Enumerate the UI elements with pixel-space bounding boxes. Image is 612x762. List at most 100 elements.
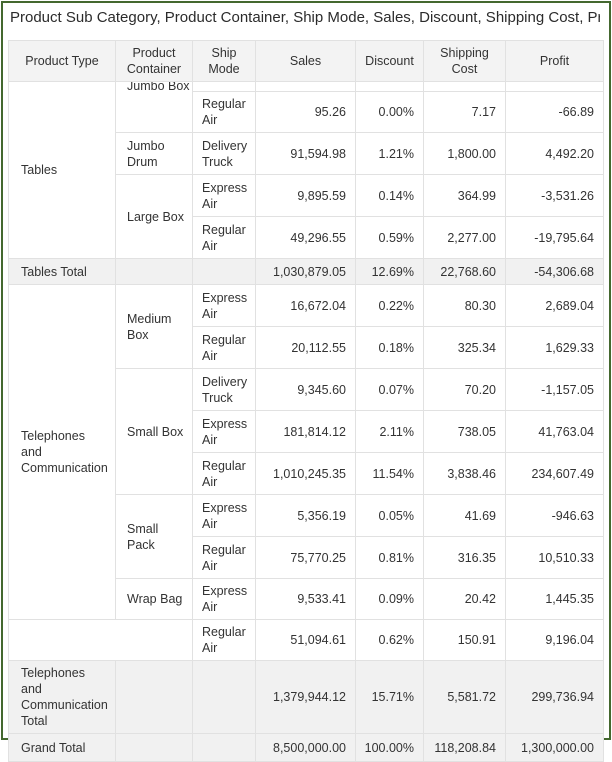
cell-discount[interactable]: 100.00%	[355, 733, 424, 762]
cell-discount[interactable]: 11.54%	[355, 452, 424, 495]
cell-ship-mode[interactable]: Regular Air	[192, 452, 256, 495]
cell-container[interactable]: Small Box	[115, 368, 193, 495]
cell-discount[interactable]: 2.11%	[355, 410, 424, 453]
cell-discount[interactable]: 1.21%	[355, 132, 424, 175]
cell-container[interactable]: Small Pack	[115, 494, 193, 579]
cell-sales[interactable]: 1,379,944.12	[255, 660, 356, 734]
cell-sales[interactable]: 1,030,879.05	[255, 258, 356, 285]
cell-container[interactable]: Large Box	[115, 174, 193, 259]
cell-shipping-cost[interactable]: 738.05	[423, 410, 506, 453]
cell-discount[interactable]: 0.07%	[355, 368, 424, 411]
cell-ship-mode[interactable]: Express Air	[192, 284, 256, 327]
cell-sales[interactable]	[255, 81, 356, 92]
cell-discount[interactable]: 0.09%	[355, 578, 424, 620]
cell-ship-mode[interactable]: Regular Air	[192, 91, 256, 133]
cell-ship-mode[interactable]	[192, 81, 256, 92]
cell-ship-mode[interactable]: Regular Air	[192, 536, 256, 579]
cell-container[interactable]: Wrap Bag	[115, 578, 193, 620]
subtotal-label[interactable]: Tables Total	[8, 258, 116, 285]
cell-container[interactable]: Medium Box	[115, 284, 193, 369]
cell-shipping-cost[interactable]: 22,768.60	[423, 258, 506, 285]
cell-container[interactable]: Jumbo Drum	[115, 132, 193, 175]
column-header-product-type[interactable]: Product Type	[8, 40, 116, 82]
column-header-discount[interactable]: Discount	[355, 40, 424, 82]
cell-ship-mode[interactable]: Express Air	[192, 578, 256, 620]
cell-ship-mode[interactable]: Express Air	[192, 410, 256, 453]
cell-discount[interactable]: 0.18%	[355, 326, 424, 369]
cell-discount[interactable]: 0.00%	[355, 91, 424, 133]
cell-sales[interactable]: 8,500,000.00	[255, 733, 356, 762]
cell-profit[interactable]: 9,196.04	[505, 619, 604, 661]
grand-total-label[interactable]: Grand Total	[8, 733, 116, 762]
subtotal-blank-cell[interactable]	[115, 733, 193, 762]
cell-ship-mode[interactable]: Express Air	[192, 174, 256, 217]
cell-ship-mode[interactable]: Express Air	[192, 494, 256, 537]
cell-discount[interactable]: 0.81%	[355, 536, 424, 579]
cell-product-type[interactable]: Telephones and Communication	[8, 284, 116, 620]
cell-ship-mode[interactable]: Regular Air	[192, 619, 256, 661]
cell-sales[interactable]: 9,533.41	[255, 578, 356, 620]
cell-shipping-cost[interactable]: 118,208.84	[423, 733, 506, 762]
cell-shipping-cost[interactable]: 7.17	[423, 91, 506, 133]
column-header-product-container[interactable]: Product Container	[115, 40, 193, 82]
cell-shipping-cost[interactable]: 20.42	[423, 578, 506, 620]
cell-sales[interactable]: 1,010,245.35	[255, 452, 356, 495]
cell-sales[interactable]: 91,594.98	[255, 132, 356, 175]
cell-sales[interactable]: 181,814.12	[255, 410, 356, 453]
cell-profit[interactable]: -19,795.64	[505, 216, 604, 259]
cell-shipping-cost[interactable]: 2,277.00	[423, 216, 506, 259]
cell-profit[interactable]: 2,689.04	[505, 284, 604, 327]
cell-sales[interactable]: 49,296.55	[255, 216, 356, 259]
cell-shipping-cost[interactable]: 41.69	[423, 494, 506, 537]
cell-profit[interactable]: 299,736.94	[505, 660, 604, 734]
subtotal-blank-cell[interactable]	[115, 258, 193, 285]
subtotal-label[interactable]: Telephones and Communication Total	[8, 660, 116, 734]
cell-profit[interactable]: -3,531.26	[505, 174, 604, 217]
cell-shipping-cost[interactable]: 80.30	[423, 284, 506, 327]
column-header-profit[interactable]: Profit	[505, 40, 604, 82]
cell-profit[interactable]: 1,300,000.00	[505, 733, 604, 762]
cell-profit[interactable]: -54,306.68	[505, 258, 604, 285]
cell-sales[interactable]: 51,094.61	[255, 619, 356, 661]
cell-profit[interactable]: 10,510.33	[505, 536, 604, 579]
cell-sales[interactable]: 16,672.04	[255, 284, 356, 327]
cell-profit[interactable]: 1,445.35	[505, 578, 604, 620]
cell-product-type[interactable]: Tables	[8, 81, 116, 259]
subtotal-blank-cell[interactable]	[192, 258, 256, 285]
cell-shipping-cost[interactable]: 3,838.46	[423, 452, 506, 495]
cell-discount[interactable]: 0.59%	[355, 216, 424, 259]
cell-profit[interactable]: 234,607.49	[505, 452, 604, 495]
cell-profit[interactable]: 1,629.33	[505, 326, 604, 369]
cell-sales[interactable]: 9,895.59	[255, 174, 356, 217]
column-header-sales[interactable]: Sales	[255, 40, 356, 82]
cell-discount[interactable]: 0.14%	[355, 174, 424, 217]
cell-shipping-cost[interactable]: 150.91	[423, 619, 506, 661]
cell-shipping-cost[interactable]: 364.99	[423, 174, 506, 217]
cell-profit[interactable]: -1,157.05	[505, 368, 604, 411]
cell-ship-mode[interactable]: Delivery Truck	[192, 132, 256, 175]
cell-ship-mode[interactable]: Regular Air	[192, 216, 256, 259]
cell-shipping-cost[interactable]: 70.20	[423, 368, 506, 411]
cell-shipping-cost[interactable]: 5,581.72	[423, 660, 506, 734]
merged-empty-header-cell[interactable]	[8, 619, 193, 661]
cell-ship-mode[interactable]: Regular Air	[192, 326, 256, 369]
cell-profit[interactable]: -66.89	[505, 91, 604, 133]
subtotal-blank-cell[interactable]	[115, 660, 193, 734]
cell-discount[interactable]: 0.05%	[355, 494, 424, 537]
cell-discount[interactable]: 0.22%	[355, 284, 424, 327]
cell-sales[interactable]: 20,112.55	[255, 326, 356, 369]
column-header-ship-mode[interactable]: Ship Mode	[192, 40, 256, 82]
cell-discount[interactable]: 12.69%	[355, 258, 424, 285]
cell-sales[interactable]: 5,356.19	[255, 494, 356, 537]
cell-profit[interactable]: 41,763.04	[505, 410, 604, 453]
cell-shipping-cost[interactable]: 325.34	[423, 326, 506, 369]
cell-shipping-cost[interactable]: 1,800.00	[423, 132, 506, 175]
cell-sales[interactable]: 95.26	[255, 91, 356, 133]
cell-ship-mode[interactable]: Delivery Truck	[192, 368, 256, 411]
cell-sales[interactable]: 75,770.25	[255, 536, 356, 579]
subtotal-blank-cell[interactable]	[192, 660, 256, 734]
cell-profit[interactable]: -946.63	[505, 494, 604, 537]
subtotal-blank-cell[interactable]	[192, 733, 256, 762]
cell-sales[interactable]: 9,345.60	[255, 368, 356, 411]
cell-shipping-cost[interactable]	[423, 81, 506, 92]
